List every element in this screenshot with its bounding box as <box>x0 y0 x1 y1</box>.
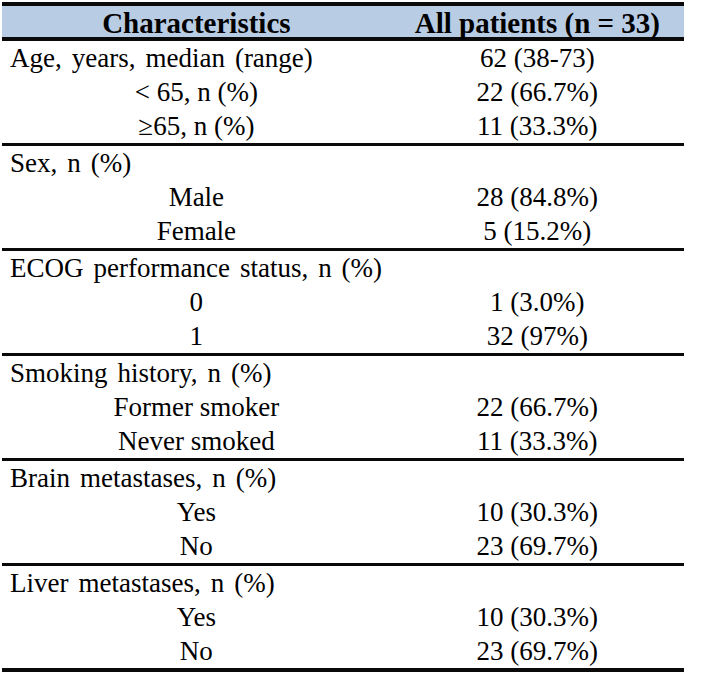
table-row: < 65, n (%) 22 (66.7%) <box>2 75 684 109</box>
row-label: Former smoker <box>2 390 391 424</box>
row-label: 1 <box>2 319 391 353</box>
row-label: No <box>2 529 391 563</box>
row-value: 5 (15.2%) <box>391 214 684 248</box>
row-value: 23 (69.7%) <box>391 529 684 563</box>
table-row: ECOG performance status, n (%) <box>2 251 684 285</box>
row-label: Age, years, median (range) <box>2 41 391 75</box>
row-label: Sex, n (%) <box>2 146 391 180</box>
section-ecog: ECOG performance status, n (%) 0 1 (3.0%… <box>2 248 684 353</box>
row-label: Smoking history, n (%) <box>2 356 391 390</box>
row-value: 22 (66.7%) <box>391 75 684 109</box>
row-value: 10 (30.3%) <box>391 600 684 634</box>
table-row: Male 28 (84.8%) <box>2 180 684 214</box>
row-value: 32 (97%) <box>391 319 684 353</box>
table-row: Never smoked 11 (33.3%) <box>2 424 684 458</box>
row-label: Never smoked <box>2 424 391 458</box>
section-sex: Sex, n (%) Male 28 (84.8%) Female 5 (15.… <box>2 143 684 248</box>
table-row: Brain metastases, n (%) <box>2 461 684 495</box>
row-value: 22 (66.7%) <box>391 390 684 424</box>
row-value <box>391 251 684 285</box>
table-row: Former smoker 22 (66.7%) <box>2 390 684 424</box>
section-smoking: Smoking history, n (%) Former smoker 22 … <box>2 353 684 458</box>
section-brain-metastases: Brain metastases, n (%) Yes 10 (30.3%) N… <box>2 458 684 563</box>
column-header-characteristics: Characteristics <box>2 6 391 37</box>
table-row: Female 5 (15.2%) <box>2 214 684 248</box>
row-value <box>391 461 684 495</box>
table-row: Yes 10 (30.3%) <box>2 495 684 529</box>
table-row: Smoking history, n (%) <box>2 356 684 390</box>
column-header-all-patients: All patients (n = 33) <box>391 6 684 37</box>
row-value: 11 (33.3%) <box>391 424 684 458</box>
row-label: Liver metastases, n (%) <box>2 566 391 600</box>
table-row: 0 1 (3.0%) <box>2 285 684 319</box>
table-row: Yes 10 (30.3%) <box>2 600 684 634</box>
row-value: 11 (33.3%) <box>391 109 684 143</box>
table-row: No 23 (69.7%) <box>2 634 684 668</box>
table-header-row: Characteristics All patients (n = 33) <box>2 6 684 41</box>
row-label: Brain metastases, n (%) <box>2 461 391 495</box>
row-value: 10 (30.3%) <box>391 495 684 529</box>
row-value: 28 (84.8%) <box>391 180 684 214</box>
row-label: Yes <box>2 495 391 529</box>
row-value <box>391 566 684 600</box>
row-label: Female <box>2 214 391 248</box>
section-liver-metastases: Liver metastases, n (%) Yes 10 (30.3%) N… <box>2 563 684 668</box>
section-age: Age, years, median (range) 62 (38-73) < … <box>2 41 684 143</box>
row-label: ≥65, n (%) <box>2 109 391 143</box>
table-row: ≥65, n (%) 11 (33.3%) <box>2 109 684 143</box>
table-row: Liver metastases, n (%) <box>2 566 684 600</box>
row-label: Yes <box>2 600 391 634</box>
patient-characteristics-table: Characteristics All patients (n = 33) Ag… <box>2 2 684 672</box>
table-row: Sex, n (%) <box>2 146 684 180</box>
row-value <box>391 146 684 180</box>
table-row: No 23 (69.7%) <box>2 529 684 563</box>
row-label: ECOG performance status, n (%) <box>2 251 391 285</box>
table-row: Age, years, median (range) 62 (38-73) <box>2 41 684 75</box>
row-value: 23 (69.7%) <box>391 634 684 668</box>
row-value: 62 (38-73) <box>391 41 684 75</box>
row-label: 0 <box>2 285 391 319</box>
row-label: No <box>2 634 391 668</box>
row-value: 1 (3.0%) <box>391 285 684 319</box>
row-value <box>391 356 684 390</box>
row-label: Male <box>2 180 391 214</box>
table-row: 1 32 (97%) <box>2 319 684 353</box>
row-label: < 65, n (%) <box>2 75 391 109</box>
